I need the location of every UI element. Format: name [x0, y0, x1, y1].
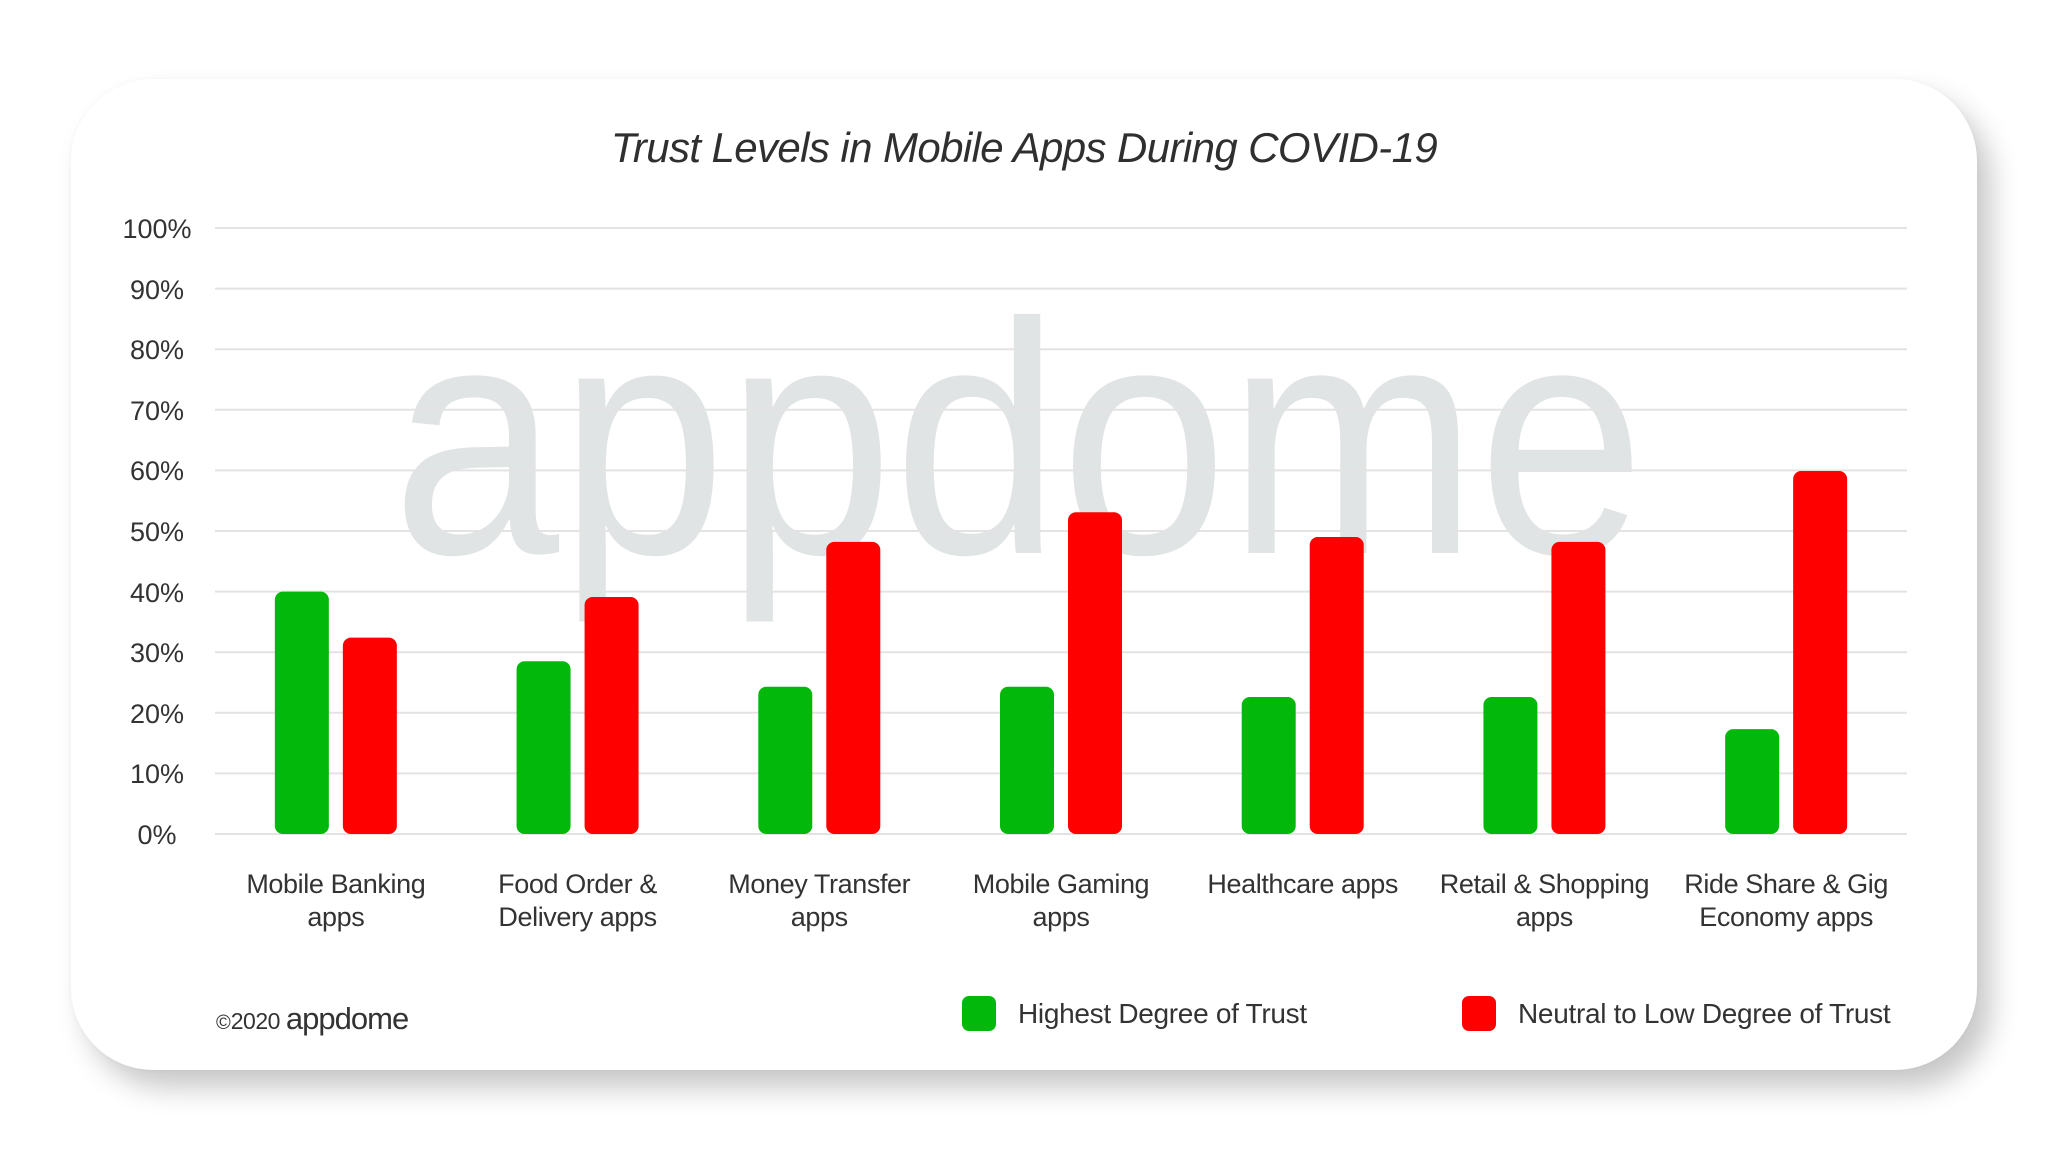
y-tick-label: 90%: [129, 274, 185, 305]
bar-neutral-low-trust: [826, 541, 881, 834]
bar-highest-trust: [516, 661, 571, 834]
copyright-icon: ©: [216, 1012, 231, 1034]
legend-swatch-red: [1462, 996, 1496, 1031]
bar-neutral-low-trust: [342, 637, 397, 834]
y-tick-label: 80%: [129, 335, 185, 366]
legend-label: Neutral to Low Degree of Trust: [1518, 997, 1891, 1029]
bar-highest-trust: [758, 686, 813, 834]
x-label-line: Economy apps: [1699, 902, 1874, 932]
chart-title: Trust Levels in Mobile Apps During COVID…: [610, 124, 1438, 171]
x-category-label: Food Order & Delivery apps: [460, 868, 696, 934]
bar-highest-trust: [1725, 729, 1780, 834]
x-label-line: apps: [1515, 902, 1573, 932]
bar-neutral-low-trust: [1793, 471, 1848, 834]
x-label-line: apps: [790, 902, 848, 932]
appdome-watermark: appdome: [392, 254, 1645, 625]
y-tick-label: 70%: [129, 395, 185, 426]
bar-highest-trust: [274, 591, 329, 834]
brand-logo: appdome: [285, 1001, 409, 1036]
x-category-label: Healthcare apps: [1185, 868, 1421, 901]
bar-highest-trust: [1000, 686, 1054, 834]
chart-card: [71, 79, 1977, 1070]
x-category-label: Money Transfer apps: [701, 868, 937, 934]
x-label-line: Healthcare apps: [1207, 869, 1399, 899]
y-tick-label: 60%: [129, 456, 185, 487]
x-category-label: Ride Share & Gig Economy apps: [1668, 868, 1904, 934]
y-tick-label: 40%: [129, 577, 185, 608]
legend-item-highest-trust: Highest Degree of Trust: [962, 996, 1307, 1031]
y-tick-label: 0%: [137, 820, 177, 850]
x-label-line: apps: [307, 902, 365, 932]
y-tick-label: 10%: [129, 759, 185, 790]
legend-label: Highest Degree of Trust: [1018, 997, 1307, 1029]
y-tick-label: 20%: [129, 698, 185, 729]
bars: [274, 471, 1848, 834]
x-label-line: Mobile Banking: [246, 869, 426, 899]
gridlines: [215, 227, 1907, 835]
watermark-text: appdome: [392, 254, 1645, 625]
y-tick-label: 50%: [129, 517, 185, 547]
x-category-label: Retail & Shopping apps: [1426, 868, 1662, 934]
x-label-line: Delivery apps: [498, 902, 657, 932]
x-label-line: Retail & Shopping: [1439, 869, 1650, 899]
copyright: ©2020 appdome: [216, 1001, 409, 1037]
bar-neutral-low-trust: [1551, 541, 1606, 834]
x-label-line: Ride Share & Gig: [1684, 869, 1888, 899]
y-tick-label: 100%: [122, 214, 192, 244]
y-tick-label: 30%: [129, 638, 185, 669]
x-label-line: Money Transfer: [728, 869, 911, 899]
bar-highest-trust: [1483, 697, 1538, 834]
legend-item-neutral-low-trust: Neutral to Low Degree of Trust: [1462, 996, 1891, 1031]
x-label-line: Food Order &: [498, 869, 657, 899]
x-label-line: Mobile Gaming: [972, 869, 1150, 899]
x-category-label: Mobile Gaming apps: [943, 868, 1179, 934]
copyright-year: 2020: [230, 1008, 281, 1034]
bar-neutral-low-trust: [1309, 537, 1364, 834]
bar-neutral-low-trust: [584, 597, 639, 834]
legend-swatch-green: [962, 996, 996, 1031]
x-category-label: Mobile Banking apps: [218, 868, 454, 934]
x-label-line: apps: [1032, 902, 1090, 932]
bar-highest-trust: [1241, 697, 1296, 834]
bar-neutral-low-trust: [1068, 512, 1122, 834]
